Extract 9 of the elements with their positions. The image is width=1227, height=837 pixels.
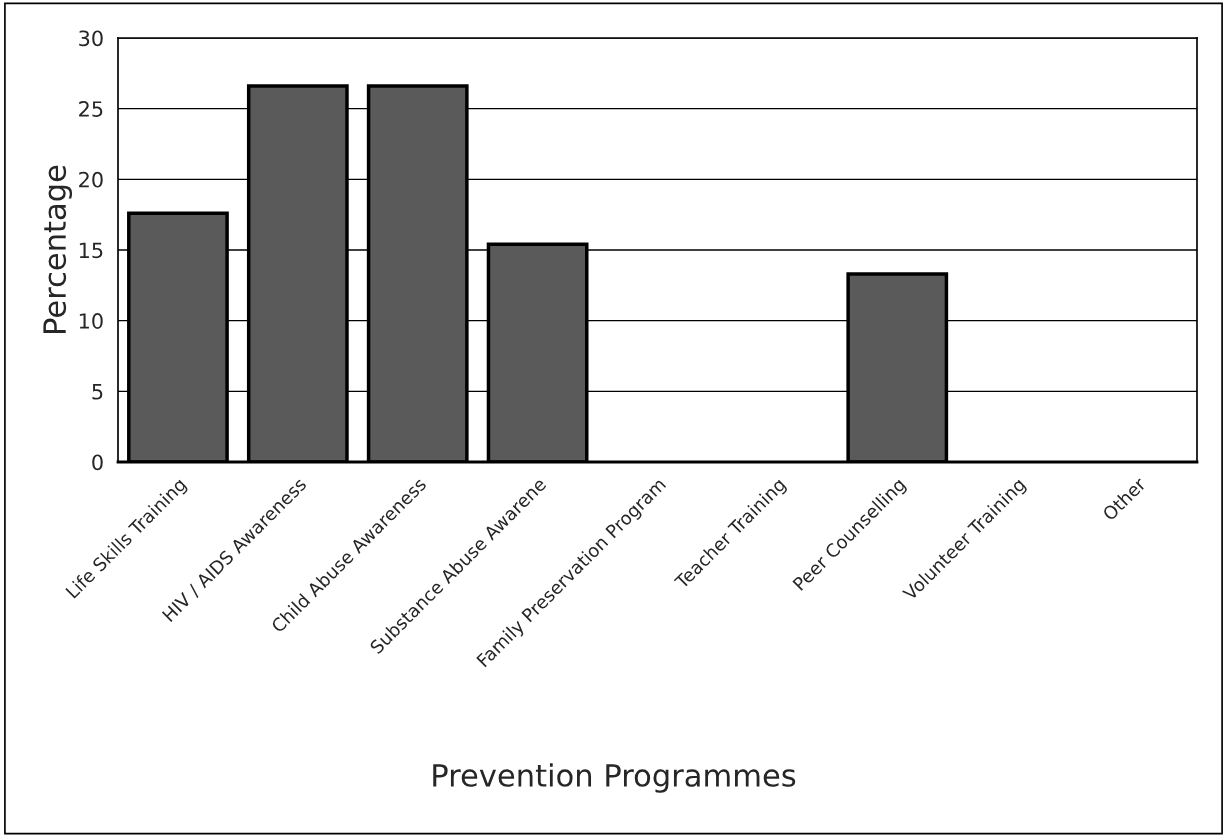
y-tick-label: 15 xyxy=(79,242,103,259)
y-tick-label: 10 xyxy=(79,313,103,329)
y-tick-label: 5 xyxy=(92,384,103,400)
y-tick-label: 25 xyxy=(79,101,103,117)
x-axis-title: Prevention Programmes xyxy=(433,763,796,793)
y-tick-label: 30 xyxy=(79,30,103,47)
y-tick-label: 0 xyxy=(92,454,103,471)
y-axis-title: Percentage xyxy=(43,165,73,333)
y-tick-label: 20 xyxy=(79,171,103,188)
